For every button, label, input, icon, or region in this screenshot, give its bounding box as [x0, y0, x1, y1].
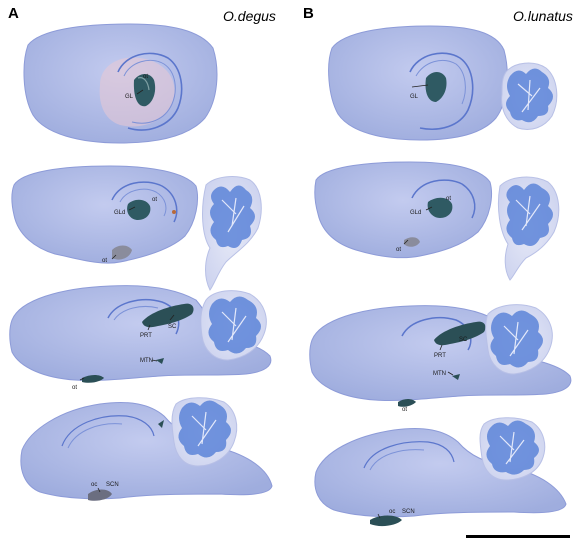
label-ot-a1: ot: [143, 74, 148, 80]
section-a1: [23, 23, 218, 144]
mtn-stain-b3: [452, 374, 460, 380]
prt-sc-stain-b3: [434, 321, 486, 346]
ot-stain-a3: [82, 375, 104, 383]
label-mtn-b3: MTN: [433, 371, 446, 377]
label-gl-b1: GL: [410, 94, 419, 100]
label-sc-a3: SC: [168, 324, 177, 330]
cerebellum-a3: [200, 290, 267, 361]
gl-stain-a1: [133, 74, 156, 107]
label-scn-b4: SCN: [402, 509, 415, 515]
ot-stain-b3: [398, 399, 416, 407]
ot-stain-a2: [112, 245, 132, 260]
gld-stain-a2: [127, 199, 151, 220]
cerebellum-a2: [202, 176, 262, 291]
label-gld-b2: GLd: [410, 210, 421, 216]
section-b4: [314, 428, 567, 527]
label-ot-a2: ot: [102, 258, 107, 264]
section-a4: [20, 402, 273, 501]
section-b2: [314, 161, 492, 259]
prt-sc-stain-a3: [142, 303, 194, 328]
oc-scn-stain-b4: [370, 515, 402, 527]
section-b3: [309, 305, 572, 407]
section-a2: [11, 165, 199, 264]
cerebellum-a4: [171, 397, 238, 467]
panel-b-letter: B: [303, 5, 314, 22]
label-mtn-a3: MTN: [140, 358, 153, 364]
label-sc-b3: SC: [459, 337, 468, 343]
cerebellum-b4: [479, 417, 546, 481]
label-gl-a1: GL: [125, 94, 134, 100]
annotations: GL ot GLd ot ot PRT SC MTN ot oc SCN GL …: [72, 74, 468, 519]
cerebellum-b1: [501, 62, 558, 130]
label-prt-b3: PRT: [434, 353, 446, 359]
gl-stain-b1: [425, 72, 447, 102]
ot-stain-b2: [404, 237, 420, 247]
label-prt-a3: PRT: [140, 333, 152, 339]
label-oc-a4: oc: [91, 482, 97, 488]
label-scn-a4: SCN: [106, 482, 119, 488]
panel-b-species: O.lunatus: [513, 8, 573, 24]
label-ot-b3: ot: [402, 407, 407, 413]
scale-bar: [466, 535, 570, 538]
label-ot-b2-top: ot: [446, 196, 451, 202]
label-oc-b4: oc: [389, 509, 395, 515]
label-ot-a3: ot: [72, 385, 77, 391]
mtn-stain-a3: [156, 358, 164, 364]
panel-a-letter: A: [8, 5, 19, 22]
panel-a-species: O.degus: [223, 8, 276, 24]
cerebellum-b2: [497, 176, 560, 281]
oc-scn-stain-a4: [88, 489, 112, 501]
label-gld-a2: GLd: [114, 210, 125, 216]
section-b1: [328, 25, 508, 141]
label-ot-b2: ot: [396, 247, 401, 253]
cerebellum-b3: [485, 304, 553, 375]
section-a3: [9, 285, 272, 383]
label-ot-a2-top: ot: [152, 197, 157, 203]
gld-stain-b2: [427, 197, 453, 218]
